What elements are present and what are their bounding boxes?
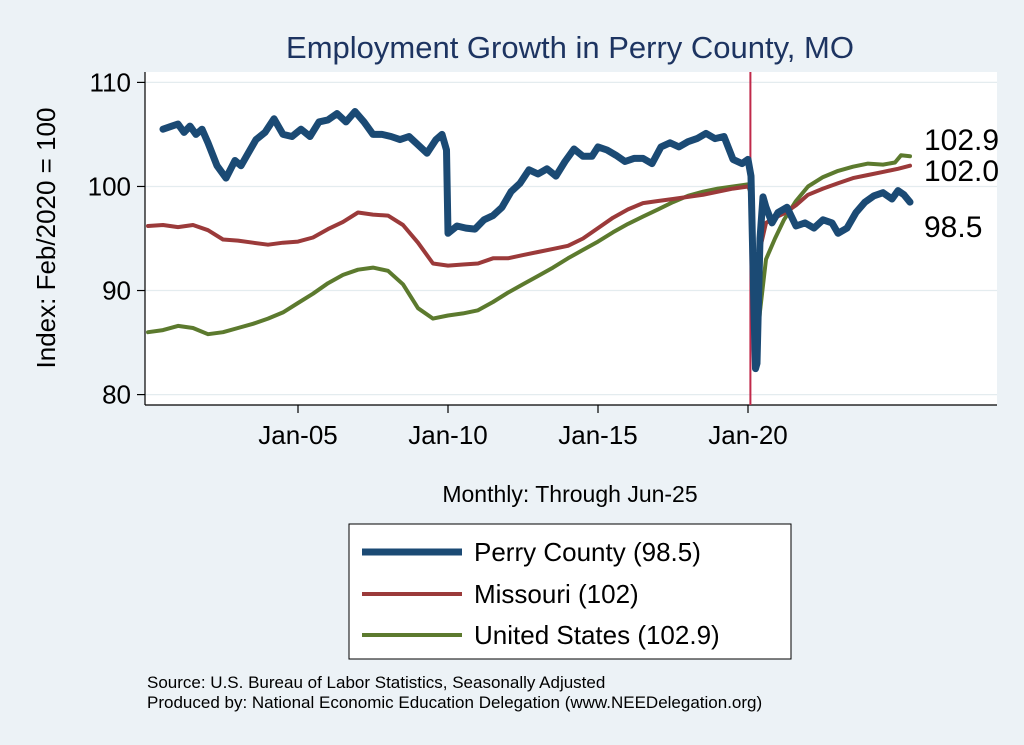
- end-label-united-states: 102.9: [924, 124, 999, 157]
- y-tick-label: 110: [90, 67, 131, 97]
- grid-lines: [145, 81, 997, 396]
- plot-area: [145, 72, 997, 405]
- source-note: Source: U.S. Bureau of Labor Statistics,…: [147, 673, 605, 692]
- x-tick-label: Jan-20: [708, 420, 788, 450]
- legend-label-united-states: United States (102.9): [474, 620, 720, 650]
- x-axis-ticks: Jan-05 Jan-10 Jan-15 Jan-20: [258, 405, 788, 450]
- series-line-perry-county: [159, 108, 914, 373]
- end-label-perry-county: 98.5: [924, 211, 982, 244]
- chart-title: Employment Growth in Perry County, MO: [286, 30, 854, 65]
- producer-note: Produced by: National Economic Education…: [147, 693, 762, 712]
- series-line-missouri: [146, 163, 912, 291]
- series-lines: [146, 108, 914, 373]
- end-label-missouri: 102.0: [924, 155, 999, 188]
- x-tick-label: Jan-15: [558, 420, 638, 450]
- y-tick-label: 80: [102, 380, 131, 410]
- y-tick-label: 100: [88, 171, 131, 201]
- y-tick-label: 90: [102, 276, 131, 306]
- legend: Perry County (98.5) Missouri (102) United …: [348, 523, 792, 660]
- legend-label-missouri: Missouri (102): [474, 579, 639, 609]
- y-axis-title: Index: Feb/2020 = 100: [31, 108, 61, 369]
- x-tick-label: Jan-05: [258, 420, 338, 450]
- x-axis-note: Monthly: Through Jun-25: [442, 481, 697, 507]
- legend-label-perry-county: Perry County (98.5): [474, 537, 701, 567]
- x-tick-label: Jan-10: [408, 420, 488, 450]
- y-axis-ticks: 80 90 100 110: [88, 67, 145, 410]
